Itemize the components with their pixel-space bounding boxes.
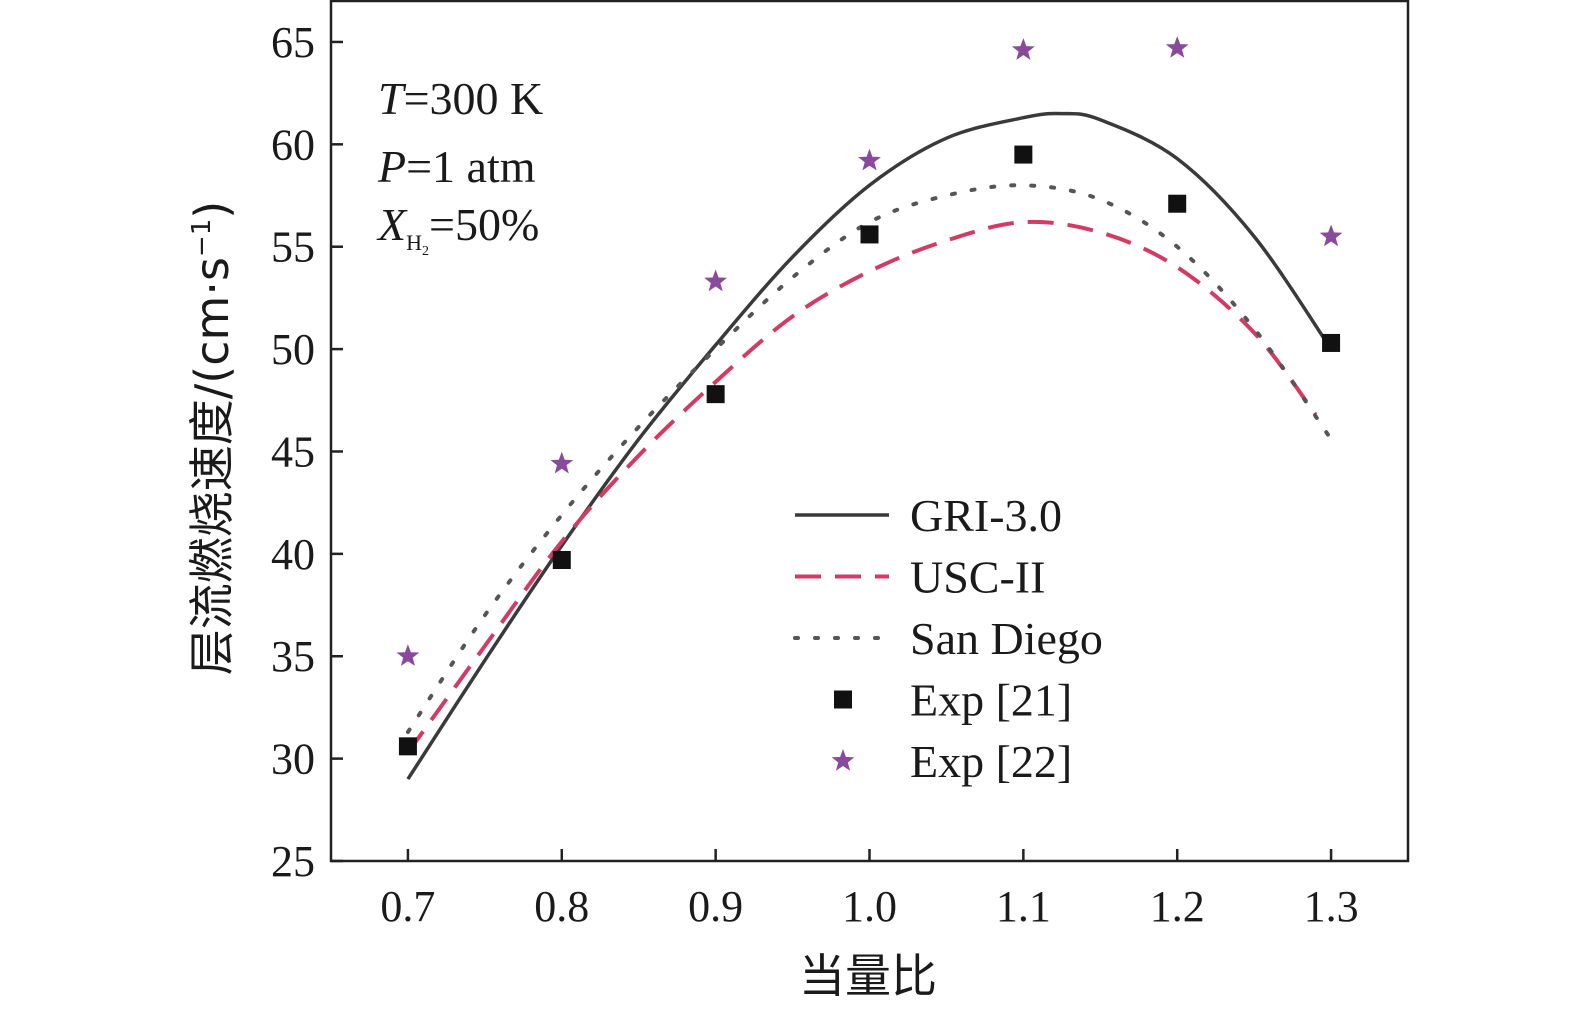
series-layer xyxy=(405,111,1334,781)
x-tick-label: 1.0 xyxy=(842,882,897,931)
annotation-temperature: T=300 K xyxy=(378,73,543,124)
y-axis-ticks: 25 30 35 40 45 50 55 60 65 xyxy=(271,18,343,886)
x-tick-label: 1.2 xyxy=(1150,882,1205,931)
series-line-0 xyxy=(406,111,1333,781)
legend-swatch-square xyxy=(834,690,852,709)
x-axis-title: 当量比 xyxy=(799,949,937,1003)
legend: GRI-3.0 USC-II San Diego Exp [21] Exp [22] xyxy=(793,490,1103,787)
series-line-2 xyxy=(405,183,1334,734)
y-tick-label: 55 xyxy=(271,223,315,272)
markers-layer xyxy=(396,36,1343,756)
x-tick-label: 0.8 xyxy=(534,882,589,931)
data-point-square xyxy=(860,225,879,244)
y-tick-label: 25 xyxy=(271,837,315,886)
data-point-square xyxy=(706,385,725,404)
annotation-pressure: P=1 atm xyxy=(377,141,536,192)
data-point-star xyxy=(396,644,420,666)
y-tick-label: 30 xyxy=(271,735,315,784)
data-point-square xyxy=(398,737,417,756)
condition-annotation: T=300 K P=1 atm XH2=50% xyxy=(376,73,543,259)
data-point-square xyxy=(1322,333,1341,352)
y-tick-label: 45 xyxy=(271,427,315,476)
x-tick-label: 0.7 xyxy=(380,882,435,931)
y-tick-label: 35 xyxy=(271,632,315,681)
y-tick-label: 40 xyxy=(271,530,315,579)
data-point-square xyxy=(1014,145,1033,164)
y-tick-label: 60 xyxy=(271,120,315,169)
data-point-square xyxy=(1168,194,1187,213)
annotation-fraction: XH2=50% xyxy=(376,199,539,259)
data-point-square xyxy=(552,551,571,569)
x-tick-label: 1.1 xyxy=(996,882,1051,931)
x-tick-label: 1.3 xyxy=(1304,882,1359,931)
x-axis-ticks: 0.7 0.8 0.9 1.0 1.1 1.2 1.3 xyxy=(380,849,1359,931)
data-point-star xyxy=(1319,224,1343,247)
legend-label: USC-II xyxy=(910,552,1045,603)
x-tick-label: 0.9 xyxy=(688,882,743,931)
legend-label: San Diego xyxy=(910,613,1103,664)
data-point-star xyxy=(1165,36,1189,58)
data-point-star xyxy=(550,451,574,474)
y-axis-title: 层流燃烧速度/(cm·s−1) xyxy=(185,201,239,675)
legend-label: Exp [22] xyxy=(910,736,1072,787)
data-point-star xyxy=(704,269,728,292)
data-point-star xyxy=(858,148,881,171)
y-tick-label: 50 xyxy=(271,325,315,374)
legend-label: GRI-3.0 xyxy=(910,490,1062,541)
data-point-star xyxy=(1011,38,1035,60)
y-tick-label: 65 xyxy=(271,18,315,67)
legend-swatch-star xyxy=(831,749,855,771)
plot-frame xyxy=(329,0,1410,863)
series-line-1 xyxy=(406,219,1318,754)
legend-label: Exp [21] xyxy=(910,675,1072,726)
